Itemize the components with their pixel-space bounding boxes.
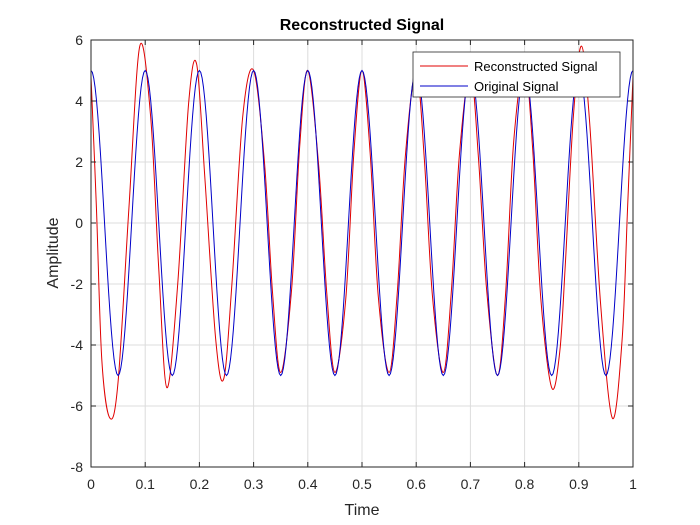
y-tick-label: 0	[75, 215, 83, 231]
ticks: 0 0.1 0.2 0.3 0.4 0.5 0.6 0.7 0.8 0.9 1 -8 -6 -4 -2 0 2 4…	[71, 32, 638, 492]
series-line-original	[90, 69, 634, 377]
x-tick-label: 0.1	[135, 476, 155, 492]
legend: Reconstructed Signal Original Signal	[412, 51, 621, 98]
x-tick-label: 0.2	[190, 476, 210, 492]
y-tick-label: -6	[71, 398, 84, 414]
x-tick-label: 0.4	[298, 476, 318, 492]
x-tick-label: 0.8	[515, 476, 535, 492]
x-tick-label: 0	[87, 476, 95, 492]
y-tick-label: 4	[75, 93, 83, 109]
x-tick-label: 0.5	[352, 476, 372, 492]
x-axis-label: Time	[345, 502, 380, 519]
x-tick-label: 0.3	[244, 476, 264, 492]
x-tick-label: 0.6	[406, 476, 426, 492]
legend-label-reconstructed: Reconstructed Signal	[474, 59, 598, 74]
x-tick-label: 0.9	[569, 476, 589, 492]
y-tick-label: -4	[71, 337, 84, 353]
legend-label-original: Original Signal	[474, 79, 559, 94]
y-tick-label: -2	[71, 276, 84, 292]
series-layer	[90, 42, 634, 420]
y-tick-label: -8	[71, 459, 84, 475]
chart-title: Reconstructed Signal	[280, 17, 444, 34]
y-axis-label: Amplitude	[45, 217, 62, 288]
legend-box	[412, 51, 621, 98]
x-tick-label: 0.7	[461, 476, 481, 492]
x-tick-label: 1	[629, 476, 637, 492]
y-tick-label: 6	[75, 32, 83, 48]
y-tick-label: 2	[75, 154, 83, 170]
